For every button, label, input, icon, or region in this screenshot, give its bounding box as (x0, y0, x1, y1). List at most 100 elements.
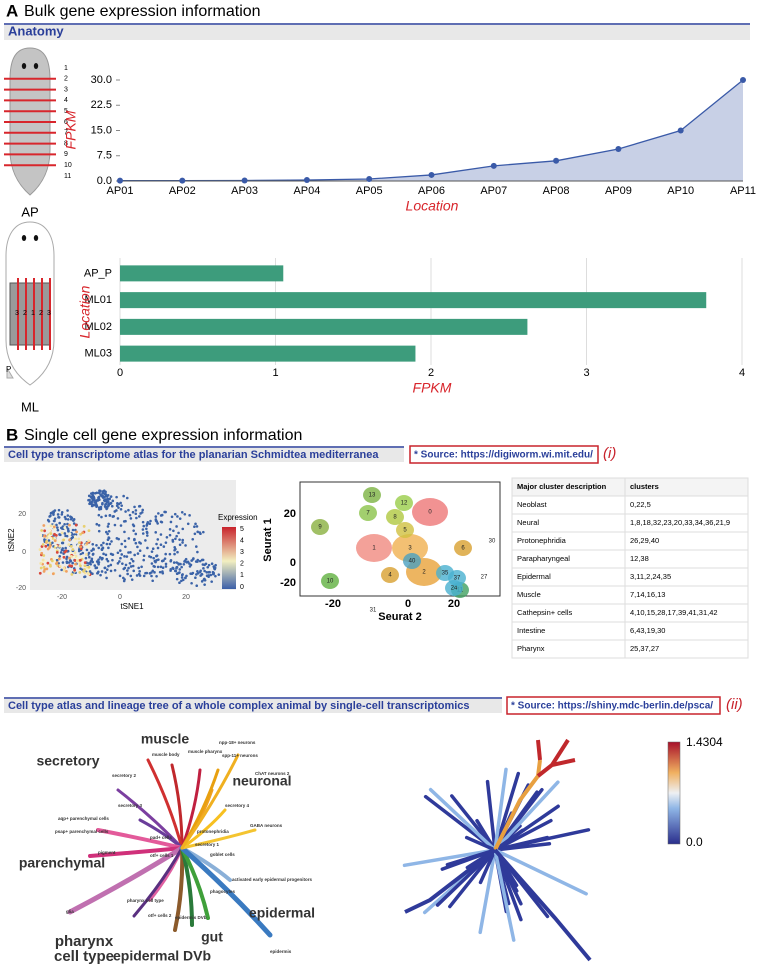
source[interactable]: * Source: https://digiworm.wi.mit.edu/ (414, 450, 593, 461)
table-header: clusters (630, 482, 659, 491)
dot (68, 523, 71, 527)
dot (91, 491, 95, 495)
table-cell: Intestine (517, 626, 545, 635)
cluster (321, 573, 339, 589)
section-letter: A (6, 1, 18, 20)
dot (154, 531, 158, 534)
dot (162, 545, 166, 548)
dot (59, 551, 63, 554)
dot (61, 561, 65, 564)
dot (90, 559, 94, 562)
dot (48, 529, 52, 533)
dot (57, 539, 61, 543)
dot (183, 560, 186, 563)
cluster-label: 30 (489, 539, 496, 545)
dot (43, 534, 46, 538)
dot (132, 524, 136, 528)
dot (105, 576, 108, 580)
dot (125, 555, 129, 558)
dot (129, 551, 132, 554)
dot (184, 557, 188, 561)
cluster-label: 8 (393, 515, 397, 521)
dot (97, 497, 101, 501)
dot (131, 564, 135, 568)
tree-label-small: goblet cells (210, 852, 235, 857)
dot (116, 517, 120, 520)
dot (128, 561, 132, 565)
dot (217, 573, 221, 576)
dot (111, 558, 114, 562)
dot (201, 563, 205, 566)
y-axis-label: FPKM (63, 110, 79, 149)
dot (149, 519, 152, 523)
dot (131, 510, 135, 514)
dot (77, 537, 81, 541)
tree-label-big: cell type (54, 948, 114, 965)
dot (116, 562, 120, 565)
x-tick-label: AP10 (667, 185, 694, 197)
branch (464, 835, 497, 852)
dot (144, 571, 147, 575)
ap-label: AP (21, 204, 38, 219)
dot (64, 546, 67, 550)
dot (85, 541, 89, 545)
section-title: Bulk gene expression information (24, 3, 261, 20)
point (677, 127, 684, 134)
y-tick-label: ML03 (84, 348, 112, 360)
tree-label-big: pharynx (55, 933, 114, 950)
legend-tick: 1 (240, 572, 244, 579)
section-title: Single cell gene expression information (24, 427, 302, 444)
dot (152, 556, 155, 560)
dot (170, 515, 174, 519)
dot (107, 546, 110, 550)
bar (120, 292, 707, 309)
dot (46, 524, 50, 528)
dot (195, 525, 199, 528)
tree-label-big: epidermal DVb (113, 948, 211, 964)
point (241, 177, 248, 184)
dot (72, 555, 76, 559)
branch (478, 848, 497, 885)
table-cell: Cathepsin+ cells (517, 608, 572, 617)
dot (106, 532, 109, 536)
dot (194, 576, 197, 579)
dot (105, 530, 108, 534)
legend-tick: 0 (240, 584, 244, 591)
branch (428, 787, 497, 852)
tree-label-big: epidermal (249, 905, 315, 921)
dot (58, 533, 61, 536)
dot (155, 574, 158, 578)
dot (56, 528, 60, 532)
dot (40, 551, 44, 555)
tree-label-small: aqp+ parenchymal cells (58, 816, 109, 821)
dot (130, 578, 134, 581)
dot (63, 526, 67, 530)
branch (478, 848, 497, 935)
dot (93, 564, 97, 567)
dot (180, 511, 184, 514)
dot (113, 510, 117, 513)
table-cell: 1,8,18,32,23,20,33,34,36,21,9 (630, 518, 730, 527)
y-axis-label: Seurat 1 (262, 518, 274, 561)
ap-number: 4 (64, 97, 68, 104)
dot (122, 579, 126, 583)
dot (133, 553, 136, 557)
dot (138, 574, 142, 577)
dot (142, 558, 145, 562)
ref: (i) (603, 445, 616, 462)
dot (210, 580, 213, 583)
dot (107, 564, 110, 568)
tree-label-small: GABA neurons (250, 823, 283, 828)
x-tick-label: 0 (405, 598, 411, 610)
dot (139, 542, 142, 545)
subheader: Cell type atlas and lineage tree of a wh… (8, 700, 470, 712)
branch (96, 828, 184, 850)
source[interactable]: * Source: https://shiny.mdc-berlin.de/ps… (511, 701, 713, 712)
dot (46, 547, 50, 551)
dot (193, 532, 197, 536)
dot (213, 566, 217, 570)
dot (117, 502, 121, 506)
cluster (403, 553, 421, 569)
dot (112, 514, 115, 518)
dot (142, 574, 146, 578)
